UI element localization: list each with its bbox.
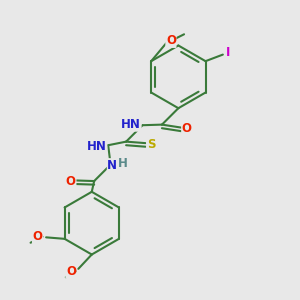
- Text: HN: HN: [87, 140, 107, 153]
- Text: S: S: [147, 138, 155, 151]
- Text: HN: HN: [121, 118, 141, 131]
- Text: O: O: [66, 265, 76, 278]
- Text: I: I: [225, 46, 230, 59]
- Text: O: O: [166, 34, 176, 47]
- Text: H: H: [118, 157, 128, 170]
- Text: O: O: [182, 122, 192, 135]
- Text: N: N: [107, 159, 117, 172]
- Text: O: O: [66, 175, 76, 188]
- Text: O: O: [32, 230, 43, 243]
